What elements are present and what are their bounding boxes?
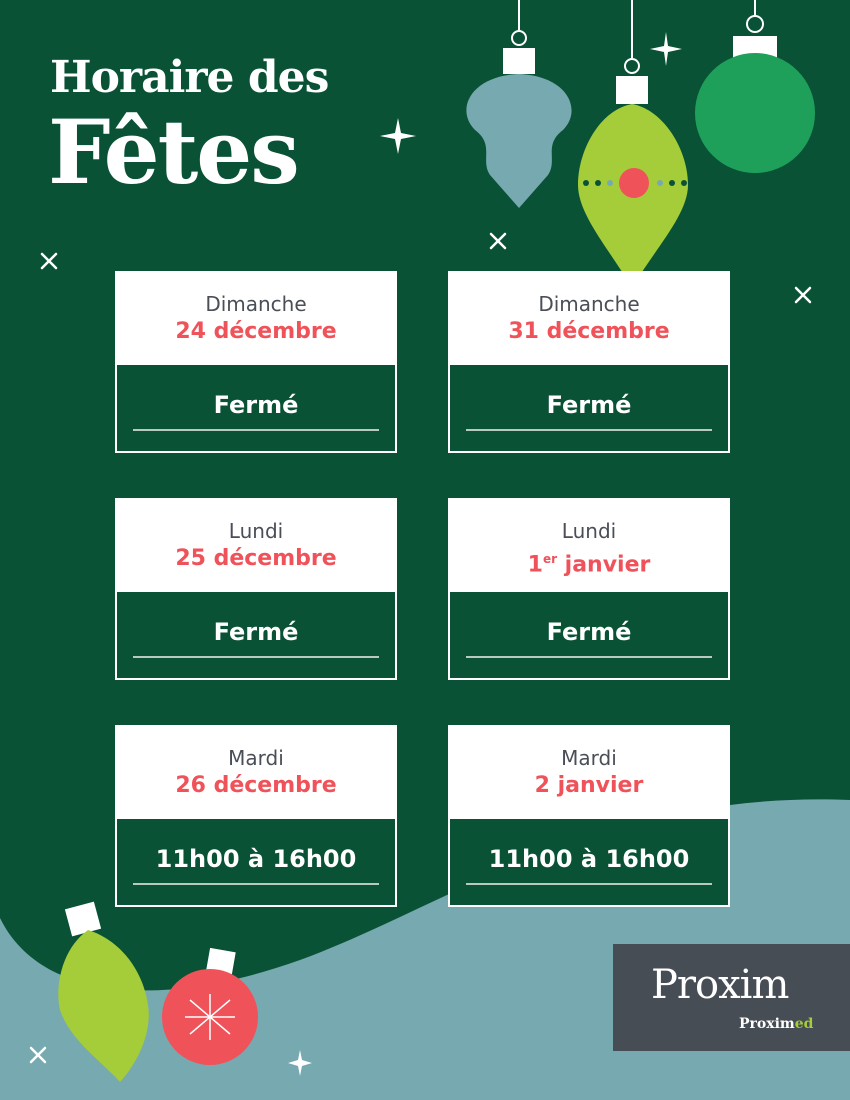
schedule-card: Mardi 2 janvier 11h00 à 16h00 [448,725,730,907]
title-line-1: Horaire des [50,52,329,103]
ornament-icon [162,947,258,1065]
sparkle-icon [288,32,682,1076]
ornament-icon [695,0,815,173]
hours-label: Fermé [466,618,712,658]
day-label: Mardi [561,746,617,770]
logo-sub-brand: Proximed [739,1016,813,1032]
date-ordinal: er [542,552,557,566]
schedule-card: Mardi 26 décembre 11h00 à 16h00 [115,725,397,907]
hours-label: Fermé [133,618,379,658]
date-label: 24 décembre [175,319,337,344]
date-label: 31 décembre [508,319,670,344]
logo-sub-a: Proxim [739,1016,795,1032]
hours-label: Fermé [466,391,712,431]
hours-label: 11h00 à 16h00 [133,845,379,885]
date-number: 1 [527,552,543,578]
day-label: Lundi [561,519,617,543]
date-label: 25 décembre [175,546,337,571]
schedule-card: Dimanche 24 décembre Fermé [115,271,397,453]
hours-label: 11h00 à 16h00 [466,845,712,885]
schedule-card: Lundi 1er janvier Fermé [448,498,730,680]
proxim-logo: Proxim Proximed [613,944,850,1051]
day-label: Mardi [228,746,284,770]
title-line-2: Fêtes [48,100,300,204]
day-label: Lundi [228,519,284,543]
logo-brand: Proxim [651,962,789,1008]
schedule-card: Dimanche 31 décembre Fermé [448,271,730,453]
ornament-icon [578,0,688,288]
schedule-card: Lundi 25 décembre Fermé [115,498,397,680]
ornament-icon [466,0,572,208]
date-label: 2 janvier [534,773,644,798]
day-label: Dimanche [538,292,640,316]
ornament-icon [58,901,149,1082]
logo-sub-b: ed [794,1016,814,1032]
day-label: Dimanche [205,292,307,316]
snowflake-icon [29,232,812,1064]
hours-label: Fermé [133,391,379,431]
date-label: 26 décembre [175,773,337,798]
date-month: janvier [557,552,651,578]
date-label: 1er janvier [450,544,728,580]
